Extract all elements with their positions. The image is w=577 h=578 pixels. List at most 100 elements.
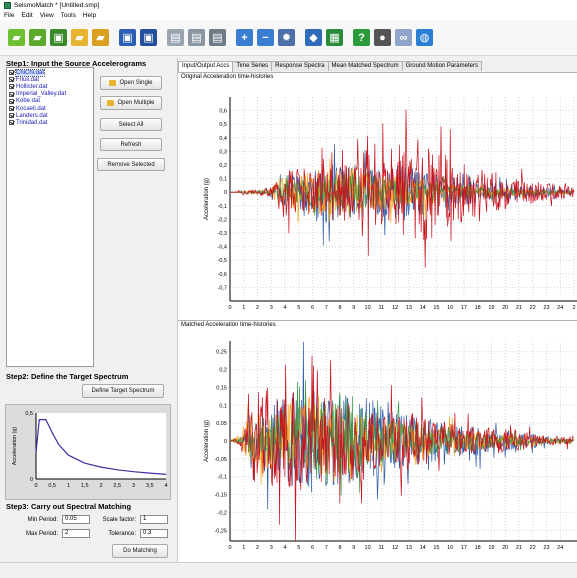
y-tick-label: 0,25 (216, 350, 227, 356)
select-all-button[interactable]: Select All (100, 118, 162, 131)
x-tick-label: 15 (433, 305, 439, 311)
file-list-item[interactable]: Friuli.dat (9, 76, 91, 83)
tolerance-input[interactable]: 0.3 (140, 529, 168, 538)
file-checkbox[interactable] (9, 77, 14, 83)
globe-icon[interactable]: ◍ (416, 29, 433, 46)
plot-area (36, 413, 166, 479)
original-chart-svg: 0,6 0,5 0,4 0,3 0,2 0,1 0 -0,1 -0,2 -0,3 -0,4 -0,5 -… (204, 97, 577, 311)
file-checkbox[interactable] (9, 98, 14, 104)
remove-selected-button[interactable]: Remove Selected (97, 158, 165, 171)
x-tick-label: 4 (284, 545, 287, 551)
y-tick-label: -0,2 (218, 217, 227, 223)
x-tick-label: 3,5 (146, 483, 154, 489)
y-tick-label: 0,1 (219, 403, 227, 409)
x-tick-label: 21 (516, 545, 522, 551)
file-checkbox[interactable] (9, 84, 14, 90)
new-icon[interactable]: ▰ (8, 29, 25, 46)
x-tick-label: 19 (488, 545, 494, 551)
file-checkbox[interactable] (9, 113, 14, 119)
scale-factor-label: Scale factor: (102, 517, 136, 523)
file-name: Trinidad.dat (16, 119, 48, 126)
y-tick-label: -0,7 (218, 285, 227, 291)
menu-tools[interactable]: Tools (60, 11, 76, 19)
export-icon[interactable]: ◆ (305, 29, 322, 46)
x-tick-label: 14 (420, 545, 426, 551)
file-list-item[interactable]: Landers.dat (9, 112, 91, 119)
x-tick-label: 13 (406, 305, 412, 311)
x-tick-label: 10 (365, 305, 371, 311)
tab-input-output-accs[interactable]: Input/Output Accs (178, 61, 234, 72)
max-period-input[interactable]: 2 (62, 529, 90, 538)
tab-mean-matched-spectrum[interactable]: Mean Matched Spectrum (327, 61, 403, 71)
file-checkbox[interactable] (9, 91, 14, 97)
x-tick-label: 5 (297, 545, 300, 551)
app-icon (4, 1, 11, 9)
file-list-item[interactable]: Imperial_Valley.dat (9, 91, 91, 98)
matched-chart-svg: 0,25 0,2 0,15 0,1 0,05 0 -0,05 -0,1 -0,15 -0,2 -0,… (204, 341, 577, 551)
x-tick-label: 1 (242, 545, 245, 551)
x-tick-label: 17 (461, 305, 467, 311)
document-icon[interactable]: ▤ (167, 29, 184, 46)
open-single-button[interactable]: Open Single (100, 76, 162, 90)
tab-ground-motion-parameters[interactable]: Ground Motion Parameters (401, 61, 482, 71)
x-tick-label: 2,5 (113, 483, 121, 489)
layers-icon[interactable]: ▦ (326, 29, 343, 46)
open-icon[interactable]: ▰ (29, 29, 46, 46)
y-tick-label: 0,6 (219, 109, 227, 115)
save-as-icon[interactable]: ▣ (140, 29, 157, 46)
y-tick-label: -0,2 (218, 510, 227, 516)
save-disk-icon[interactable]: ▣ (119, 29, 136, 46)
y-tick-label: 0,15 (216, 385, 227, 391)
x-tick-label: 2 (572, 305, 575, 311)
define-target-spectrum-button[interactable]: Define Target Spectrum (82, 384, 164, 398)
control-panel: Step1: Input the Source Accelerograms Ch… (0, 58, 174, 562)
file-name: Hollister.dat (16, 83, 48, 90)
tab-response-spectra[interactable]: Response Spectra (271, 61, 329, 71)
x-tick-label: 16 (447, 305, 453, 311)
zoom-out-icon[interactable]: − (257, 29, 274, 46)
menu-file[interactable]: File (4, 11, 15, 19)
menu-view[interactable]: View (39, 11, 54, 19)
refresh-button[interactable]: Refresh (100, 138, 162, 151)
file-checkbox[interactable] (9, 70, 14, 76)
help-icon[interactable]: ? (353, 29, 370, 46)
do-matching-button[interactable]: Do Matching (112, 544, 168, 558)
x-tick-label: 3 (132, 483, 135, 489)
file-name: Friuli.dat (16, 76, 40, 83)
open-multiple-button[interactable]: Open Multiple (100, 96, 162, 110)
film-icon[interactable]: ● (374, 29, 391, 46)
file-list-item[interactable]: Hollister.dat (9, 83, 91, 90)
file-list-item[interactable]: Trinidad.dat (9, 119, 91, 126)
open-folder-icon[interactable]: ▰ (71, 29, 88, 46)
scale-factor-input[interactable]: 1 (140, 515, 168, 524)
file-list-item[interactable]: Kocaeli.dat (9, 105, 91, 112)
x-tick-label: 12 (392, 545, 398, 551)
tab-time-series[interactable]: Time Series (232, 61, 273, 71)
target-spectrum-svg: 0 0,5 0 0,5 1 1,5 2 2,5 3 3,5 4 Acceleration (g) (12, 411, 168, 489)
save-icon[interactable]: ▣ (50, 29, 67, 46)
x-tick-label: 22 (530, 305, 536, 311)
x-tick-label: 17 (461, 545, 467, 551)
file-list-item[interactable]: Kobe.dat (9, 98, 91, 105)
results-area: Input/Output Accs Time Series Response Spe… (177, 58, 577, 562)
y-tick-label: -0,3 (218, 231, 227, 237)
x-tick-label: 16 (447, 545, 453, 551)
y-tick-label: 0,2 (219, 163, 227, 169)
y-tick-label: -0,05 (214, 457, 227, 463)
file-checkbox[interactable] (9, 120, 14, 126)
copy-icon[interactable]: ▤ (188, 29, 205, 46)
menu-help[interactable]: Help (82, 11, 97, 19)
zoom-in-icon[interactable]: + (236, 29, 253, 46)
open-folder-alt-icon[interactable]: ▰ (92, 29, 109, 46)
menu-edit[interactable]: Edit (21, 11, 33, 19)
settings-gear-icon[interactable]: ✹ (278, 29, 295, 46)
x-tick-label: 7 (325, 305, 328, 311)
file-list-item[interactable]: ChiChi.dat (9, 68, 91, 77)
open-single-label: Open Single (119, 80, 153, 86)
link-icon[interactable]: ∞ (395, 29, 412, 46)
print-icon[interactable]: ▤ (209, 29, 226, 46)
file-checkbox[interactable] (9, 106, 14, 112)
source-file-list[interactable]: ChiChi.dat Friuli.dat Hollister.dat Imperia… (6, 67, 94, 367)
x-tick-label: 20 (502, 305, 508, 311)
min-period-input[interactable]: 0.05 (62, 515, 90, 524)
